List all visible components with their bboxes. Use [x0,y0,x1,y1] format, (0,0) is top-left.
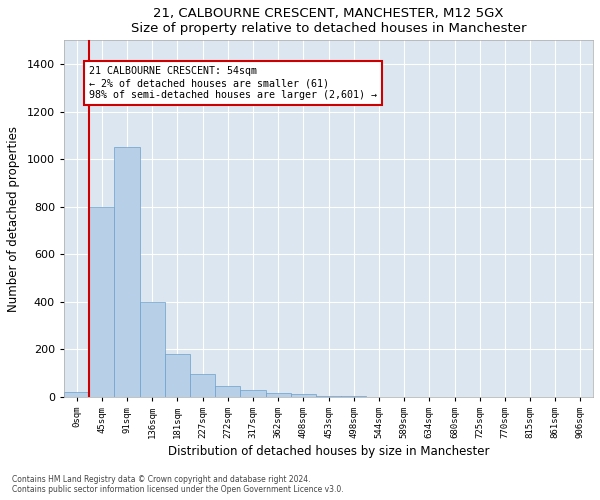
Text: Contains public sector information licensed under the Open Government Licence v3: Contains public sector information licen… [12,486,344,494]
Bar [190,374,215,397]
Text: Contains HM Land Registry data © Crown copyright and database right 2024.: Contains HM Land Registry data © Crown c… [12,476,311,484]
Bar [64,392,89,397]
Y-axis label: Number of detached properties: Number of detached properties [7,126,20,312]
Bar [316,396,341,397]
Bar [291,394,316,397]
Bar [241,390,266,397]
Text: 21 CALBOURNE CRESCENT: 54sqm
← 2% of detached houses are smaller (61)
98% of sem: 21 CALBOURNE CRESCENT: 54sqm ← 2% of det… [89,66,377,100]
X-axis label: Distribution of detached houses by size in Manchester: Distribution of detached houses by size … [168,445,489,458]
Title: 21, CALBOURNE CRESCENT, MANCHESTER, M12 5GX
Size of property relative to detache: 21, CALBOURNE CRESCENT, MANCHESTER, M12 … [131,7,526,35]
Bar [115,147,140,397]
Bar [89,206,115,397]
Bar [266,394,291,397]
Bar [165,354,190,397]
Bar [140,302,165,397]
Bar [215,386,241,397]
